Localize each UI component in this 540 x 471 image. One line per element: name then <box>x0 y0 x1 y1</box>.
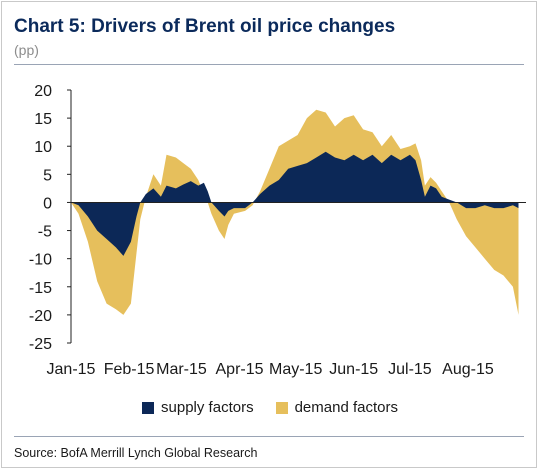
bottom-rule <box>14 436 524 437</box>
x-tick-label: Jun-15 <box>329 361 378 378</box>
source-note: Source: BofA Merrill Lynch Global Resear… <box>14 446 258 460</box>
y-tick-labels: 20 15 10 5 0 -5 -10 -15 -20 -25 <box>29 83 52 353</box>
demand-factors-area <box>71 109 519 315</box>
legend: supply factors demand factors <box>2 399 538 416</box>
legend-swatch-demand <box>275 401 288 414</box>
x-tick-label: Jul-15 <box>388 361 432 378</box>
supply-factors-area <box>71 151 519 256</box>
y-tick-label: -10 <box>29 252 52 269</box>
chart-plot: 20 15 10 5 0 -5 -10 -15 -20 -25 Jan-15 Feb-15 Mar-1… <box>29 83 526 378</box>
legend-item-supply: supply factors <box>142 399 254 416</box>
legend-swatch-supply <box>142 401 155 414</box>
y-tick-label: -20 <box>29 308 52 325</box>
chart-title: Chart 5: Drivers of Brent oil price chan… <box>14 16 396 37</box>
x-tick-label: Apr-15 <box>216 361 264 378</box>
x-tick-label: May-15 <box>269 361 322 378</box>
y-tick-label: -25 <box>29 336 52 353</box>
x-tick-label: Mar-15 <box>156 361 207 378</box>
legend-item-demand: demand factors <box>275 399 398 416</box>
y-tick-label: -5 <box>38 224 52 241</box>
top-rule <box>14 64 524 65</box>
y-tick-label: -15 <box>29 280 52 297</box>
y-tick-label: 0 <box>43 195 52 212</box>
x-tick-label: Jan-15 <box>47 361 96 378</box>
x-tick-label: Feb-15 <box>104 361 155 378</box>
y-tick-label: 20 <box>34 83 52 100</box>
x-tick-label: Aug-15 <box>442 361 494 378</box>
y-tick-label: 10 <box>34 139 52 156</box>
y-tick-label: 15 <box>34 111 52 128</box>
unit-label: (pp) <box>14 42 39 58</box>
demand-area-group <box>71 109 519 315</box>
supply-area-group <box>71 151 519 256</box>
x-tick-labels: Jan-15 Feb-15 Mar-15 Apr-15 May-15 Jun-15 Jul-… <box>47 361 494 378</box>
legend-label-supply: supply factors <box>161 399 254 416</box>
legend-label-demand: demand factors <box>294 399 398 416</box>
y-tick-label: 5 <box>43 167 52 184</box>
axes-group <box>67 89 526 344</box>
